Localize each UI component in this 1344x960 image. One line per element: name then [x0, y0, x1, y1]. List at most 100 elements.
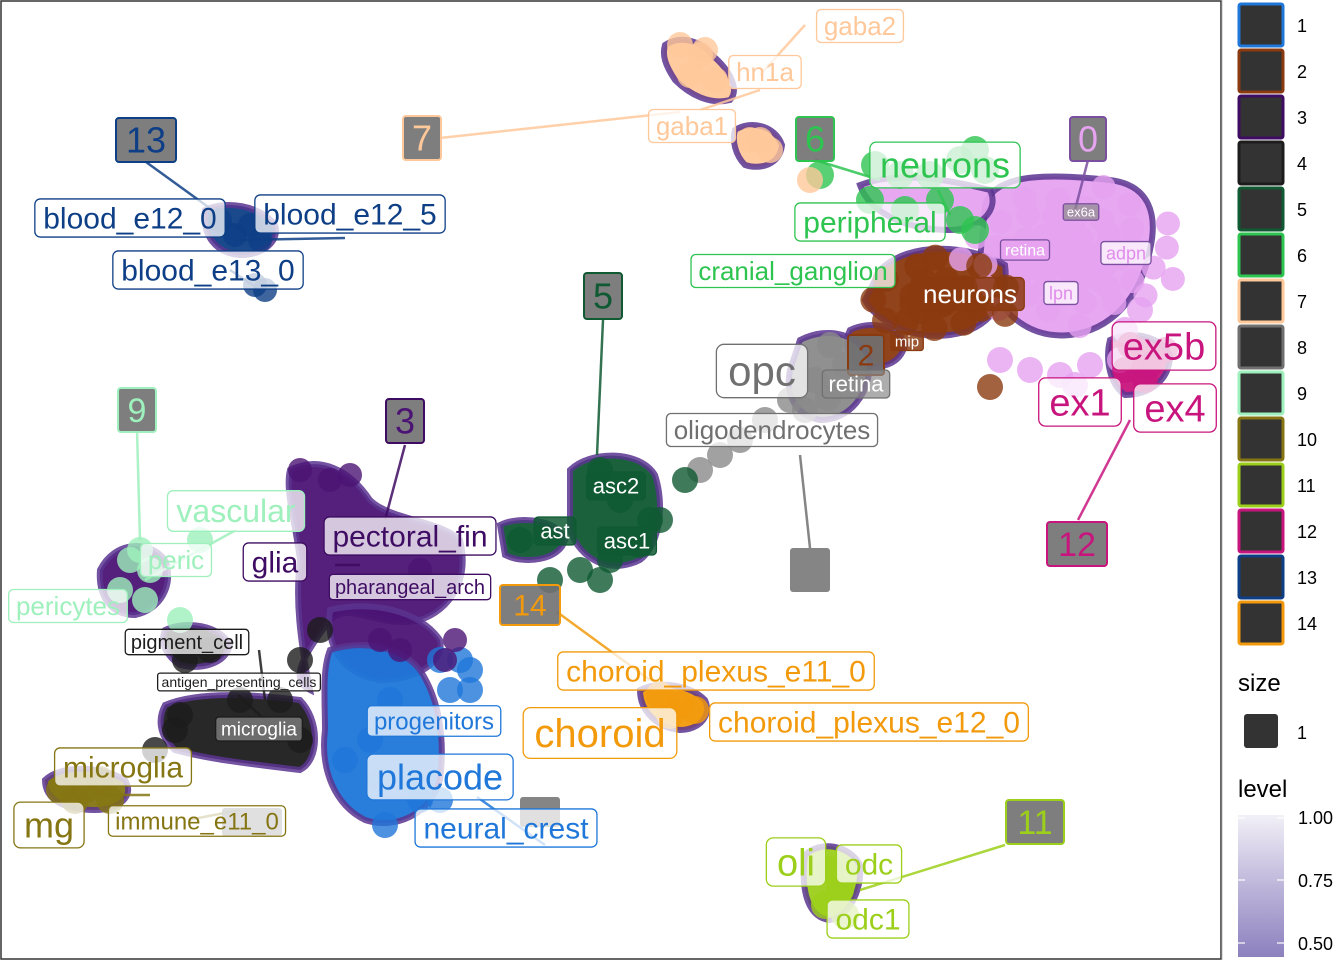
- label-choroid-plexus-e11-0: choroid_plexus_e11_0: [557, 651, 875, 691]
- label-text: neural_crest: [423, 813, 589, 846]
- legend-size-key: [1244, 714, 1278, 748]
- label-text: microglia: [221, 720, 297, 741]
- label-box: [665, 412, 879, 448]
- label-text: immune_e11_0: [115, 808, 279, 835]
- point-cluster-7: [757, 137, 783, 163]
- point-cluster-3: [388, 638, 412, 662]
- cluster-number-text: 6: [805, 119, 825, 160]
- point-cluster-7: [692, 37, 718, 63]
- label-text: ex1: [1049, 382, 1110, 424]
- label-peric: peric: [139, 542, 213, 578]
- point-cluster-0: [1016, 203, 1041, 228]
- point-cluster-0: [987, 347, 1013, 373]
- point-cluster-4: [227, 687, 253, 713]
- label-immune-e11-0: immune_e11_0: [107, 805, 287, 837]
- cluster-number-box-bg: [117, 387, 157, 433]
- cluster-number-box-14: 14: [499, 584, 561, 626]
- label-box: [1062, 203, 1100, 221]
- legend-item-6: 6: [1237, 232, 1307, 278]
- point-cluster-4: [267, 687, 293, 713]
- label-box: [323, 516, 497, 556]
- legend-key: [1237, 186, 1285, 232]
- label-pectoral-fin: pectoral_fin: [323, 516, 497, 556]
- label-cranial-ganglion: cranial_ganglion: [690, 253, 896, 289]
- level-tick-label: 1.00: [1298, 808, 1333, 828]
- point-cluster-0: [1064, 252, 1089, 277]
- legend-item-7: 7: [1237, 278, 1307, 324]
- legend-key: [1237, 370, 1285, 416]
- leader-line-cluster-7: [439, 110, 681, 140]
- label-text: oligodendrocytes: [674, 415, 871, 445]
- label-text: retina: [828, 372, 884, 397]
- label-text: pharangeal_arch: [335, 577, 485, 599]
- label-text: odc1: [835, 904, 900, 937]
- label-box: [765, 837, 827, 887]
- cluster-number-text: 7: [412, 118, 432, 159]
- label-text: retina: [1005, 243, 1045, 260]
- legend-label: 5: [1297, 200, 1307, 220]
- label-pericytes: pericytes: [8, 588, 128, 624]
- label-text: neurons: [923, 279, 1017, 309]
- point-cluster-14: [681, 696, 709, 724]
- label-microglia: microglia: [53, 747, 193, 787]
- legend-label: 8: [1297, 338, 1307, 358]
- label-box: [890, 330, 924, 352]
- point-cluster-2: [860, 286, 887, 313]
- label-odc1: odc1: [826, 899, 910, 939]
- point-cluster-0: [1120, 269, 1145, 294]
- legend-level-title: level: [1238, 776, 1287, 803]
- label-box: [53, 747, 193, 787]
- label-text: peric: [148, 545, 204, 575]
- label-text: mg: [24, 805, 74, 846]
- label-ex5b: ex5b: [1111, 321, 1217, 371]
- point-cluster-2: [950, 309, 977, 336]
- point-cluster-3: [433, 648, 457, 672]
- label-asc1: asc1: [596, 526, 658, 556]
- label-box: [708, 702, 1030, 742]
- label-mg: mg: [13, 801, 85, 849]
- cluster-number-text: 2: [858, 340, 875, 373]
- cluster-number-box-2: 2: [847, 334, 885, 376]
- label-adpn: adpn: [1100, 240, 1152, 266]
- point-cluster-0: [1155, 211, 1180, 236]
- label-asc2: asc2: [585, 471, 647, 501]
- label-box: [112, 250, 304, 290]
- label-text: glia: [252, 547, 299, 580]
- cluster-number-box-0: 0: [1069, 116, 1107, 162]
- legend-label: 12: [1297, 522, 1317, 542]
- point-cluster-0: [1017, 357, 1043, 383]
- point-cluster-3: [288, 458, 312, 482]
- label-text: mip: [895, 333, 919, 350]
- legend-key: [1237, 2, 1285, 48]
- label-text: blood_e12_0: [43, 203, 217, 236]
- legend-item-2: 2: [1237, 48, 1307, 94]
- leader-line-cluster-0: [1073, 159, 1090, 211]
- label-ex4: ex4: [1133, 383, 1217, 433]
- cluster-number-box-13: 13: [115, 117, 177, 163]
- point-cluster-9: [132, 587, 158, 613]
- label-retina: retina: [999, 239, 1051, 261]
- label-text: pectoral_fin: [332, 521, 487, 554]
- label-box: [107, 805, 287, 837]
- legend-label: 1: [1297, 16, 1307, 36]
- label-box: [254, 194, 446, 234]
- label-blood-e13-0: blood_e13_0: [112, 250, 304, 290]
- point-cluster-0: [1042, 203, 1067, 228]
- label-text: gaba2: [824, 11, 896, 41]
- label-box: [242, 542, 308, 582]
- cluster-number-text: 5: [593, 276, 613, 317]
- label-text: odc: [845, 849, 893, 882]
- label-text: neurons: [880, 145, 1010, 186]
- legend-key: [1237, 600, 1285, 646]
- point-cluster-5: [672, 467, 698, 493]
- cluster-number-box-6: 6: [795, 116, 835, 162]
- leader-line-cluster-5: [595, 319, 605, 456]
- point-cluster-2: [977, 374, 1003, 400]
- label-microglia: microglia: [215, 716, 303, 742]
- leader-line-cluster-8: [798, 454, 812, 549]
- point-cluster-3: [338, 463, 362, 487]
- label-box: [1100, 240, 1152, 266]
- point-cluster-7: [667, 32, 693, 58]
- point-cluster-0: [1160, 266, 1185, 291]
